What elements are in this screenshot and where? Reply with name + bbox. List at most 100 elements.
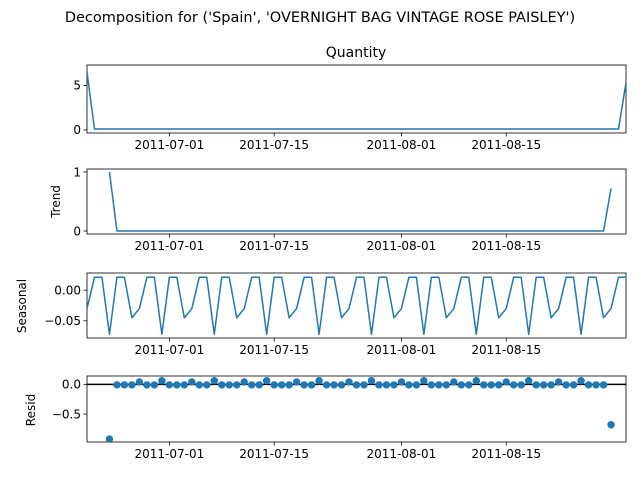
resid-point: [599, 381, 608, 389]
y-tick-label: 0.0: [62, 378, 81, 392]
panel-trend: Trend 2011-07-01 2011-07-15 2011-08-01 2011…: [49, 165, 627, 253]
resid-point: [539, 381, 548, 389]
y-tick-label: 0.00: [54, 283, 81, 297]
y-tick-label: −0.5: [52, 407, 81, 421]
plot-frame: [86, 64, 627, 134]
resid-point: [233, 381, 241, 389]
resid-point: [128, 381, 136, 389]
panel-quantity-plot: 2011-07-01 2011-07-15 2011-08-01 2011-08-15…: [73, 64, 627, 152]
plot-frame: [86, 168, 627, 235]
resid-point: [158, 377, 166, 385]
x-tick-label: 2011-07-01: [134, 138, 204, 152]
resid-point: [487, 381, 495, 389]
y-tick-label: 0: [73, 123, 81, 137]
resid-point: [337, 381, 346, 389]
resid-point: [262, 377, 271, 385]
resid-point: [150, 381, 159, 389]
resid-point: [352, 381, 361, 389]
resid-point: [360, 381, 368, 389]
resid-point: [285, 381, 293, 389]
panel-seasonal-plot: 2011-07-01 2011-07-15 2011-08-01 2011-08-15…: [44, 272, 627, 357]
resid-point: [495, 381, 503, 389]
resid-point: [345, 378, 353, 386]
x-tick-label: 2011-07-01: [134, 447, 204, 461]
resid-point: [420, 377, 428, 385]
y-tick-label: 1: [73, 165, 81, 179]
x-tick-label: 2011-07-15: [239, 138, 309, 152]
figure-suptitle: Decomposition for ('Spain', 'OVERNIGHT B…: [65, 10, 575, 26]
resid-point: [502, 378, 510, 386]
x-tick-label: 2011-08-15: [471, 343, 541, 357]
plot-frame: [86, 375, 627, 443]
resid-point: [442, 381, 451, 389]
x-tick-label: 2011-08-15: [471, 447, 541, 461]
x-tick-label: 2011-07-01: [134, 239, 204, 253]
resid-point: [195, 381, 203, 389]
resid-point: [450, 378, 458, 386]
x-tick-label: 2011-08-01: [367, 138, 437, 152]
resid-point: [569, 381, 578, 389]
resid-point: [367, 377, 376, 385]
resid-point: [270, 381, 278, 389]
resid-point: [203, 381, 211, 389]
resid-point: [547, 381, 555, 389]
y-tick-label: 0: [73, 224, 81, 238]
resid-point: [165, 381, 174, 389]
resid-point: [607, 421, 615, 429]
resid-point: [113, 381, 121, 389]
resid-point: [532, 381, 540, 389]
panel-title-quantity: Quantity: [326, 45, 387, 61]
y-tick-label: −0.05: [44, 314, 81, 328]
ylabel-resid: Resid: [24, 394, 38, 426]
x-tick-label: 2011-07-15: [239, 447, 309, 461]
ylabel-trend: Trend: [49, 185, 63, 219]
resid-point: [480, 381, 488, 389]
resid-point: [435, 381, 443, 389]
resid-point: [255, 381, 263, 389]
resid-point: [390, 381, 398, 389]
series-line: [87, 72, 626, 130]
x-tick-label: 2011-08-01: [367, 447, 437, 461]
resid-point: [143, 381, 151, 389]
resid-point: [472, 377, 480, 385]
resid-point: [292, 378, 301, 386]
x-tick-label: 2011-08-15: [471, 138, 541, 152]
resid-point: [188, 378, 196, 386]
resid-point: [225, 381, 233, 389]
panel-trend-plot: 2011-07-01 2011-07-15 2011-08-01 2011-08-15…: [73, 165, 627, 253]
series-line: [87, 276, 626, 336]
ylabel-seasonal: Seasonal: [15, 279, 29, 333]
panel-seasonal: Seasonal 2011-07-01 2011-07-15 2011-08-01 2…: [15, 272, 627, 357]
resid-point: [218, 381, 226, 389]
resid-point: [307, 381, 316, 389]
panel-quantity: Quantity 2011-07-01 2011-07-15 2011-08-01 2…: [73, 45, 627, 152]
resid-point: [412, 381, 421, 389]
resid-point: [517, 381, 525, 389]
resid-point: [510, 381, 518, 389]
x-tick-label: 2011-08-01: [367, 343, 437, 357]
resid-point: [247, 381, 256, 389]
resid-point: [375, 381, 383, 389]
panel-resid-plot: 2011-07-01 2011-07-15 2011-08-01 2011-08-15…: [52, 375, 627, 461]
resid-point: [330, 381, 338, 389]
resid-point: [173, 381, 181, 389]
y-tick-label: 5: [73, 79, 81, 93]
resid-point: [465, 381, 473, 389]
resid-point: [322, 381, 331, 389]
x-tick-label: 2011-07-01: [134, 343, 204, 357]
resid-point: [554, 378, 563, 386]
resid-point: [562, 381, 570, 389]
series-line: [108, 171, 612, 232]
resid-point: [584, 381, 593, 389]
x-tick-label: 2011-07-15: [239, 343, 309, 357]
resid-point: [120, 381, 129, 389]
resid-point: [277, 381, 286, 389]
resid-point: [105, 435, 114, 442]
resid-point: [300, 381, 308, 389]
x-tick-label: 2011-08-15: [471, 239, 541, 253]
resid-point: [210, 377, 218, 385]
x-tick-label: 2011-08-01: [367, 239, 437, 253]
resid-point: [180, 381, 189, 389]
resid-point: [577, 377, 585, 385]
